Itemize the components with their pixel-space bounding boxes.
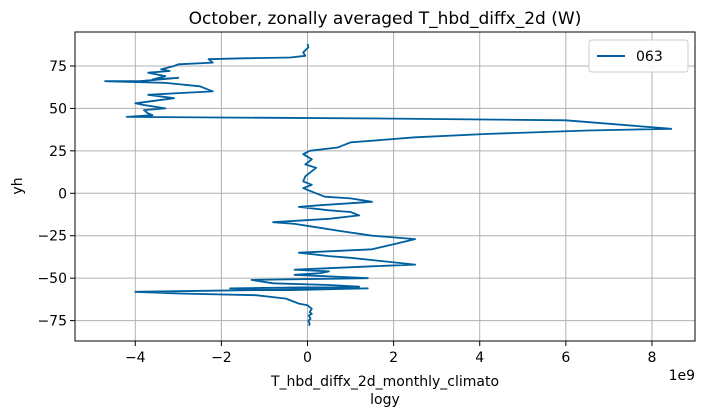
x-tick-label: 6	[561, 350, 570, 366]
legend-box	[588, 39, 689, 73]
x-tick-label: 8	[647, 350, 656, 366]
x-tick-label: 2	[389, 350, 398, 366]
series-line-063	[104, 43, 673, 327]
y-tick-label: −75	[37, 314, 67, 330]
y-tick-label: −25	[37, 229, 67, 245]
legend: 063	[588, 39, 689, 73]
x-tick-label: −2	[211, 350, 232, 366]
x-axis-label: T_hbd_diffx_2d_monthly_climato	[270, 374, 499, 390]
x-axis-offset-label: 1e9	[669, 368, 695, 384]
x-tick-label: 4	[475, 350, 484, 366]
y-tick-label: 25	[49, 144, 67, 160]
y-tick-label: 0	[58, 186, 67, 202]
y-tick-label: 50	[49, 101, 67, 117]
x-axis-label-second-line: logy	[370, 392, 400, 408]
chart-title: October, zonally averaged T_hbd_diffx_2d…	[189, 9, 582, 29]
y-tick-label: 75	[49, 59, 67, 75]
plot-frame	[74, 31, 696, 342]
y-tick-label: −50	[37, 271, 67, 287]
x-tick-label: −4	[125, 350, 146, 366]
y-axis-label: yh	[10, 177, 26, 194]
x-tick-label: 0	[303, 350, 312, 366]
ticks: −4 −2 0 2 4 6 8 75 50 25 0 −25 −50 −75	[37, 59, 656, 366]
series-layer	[104, 43, 673, 327]
legend-label: 063	[636, 49, 663, 65]
